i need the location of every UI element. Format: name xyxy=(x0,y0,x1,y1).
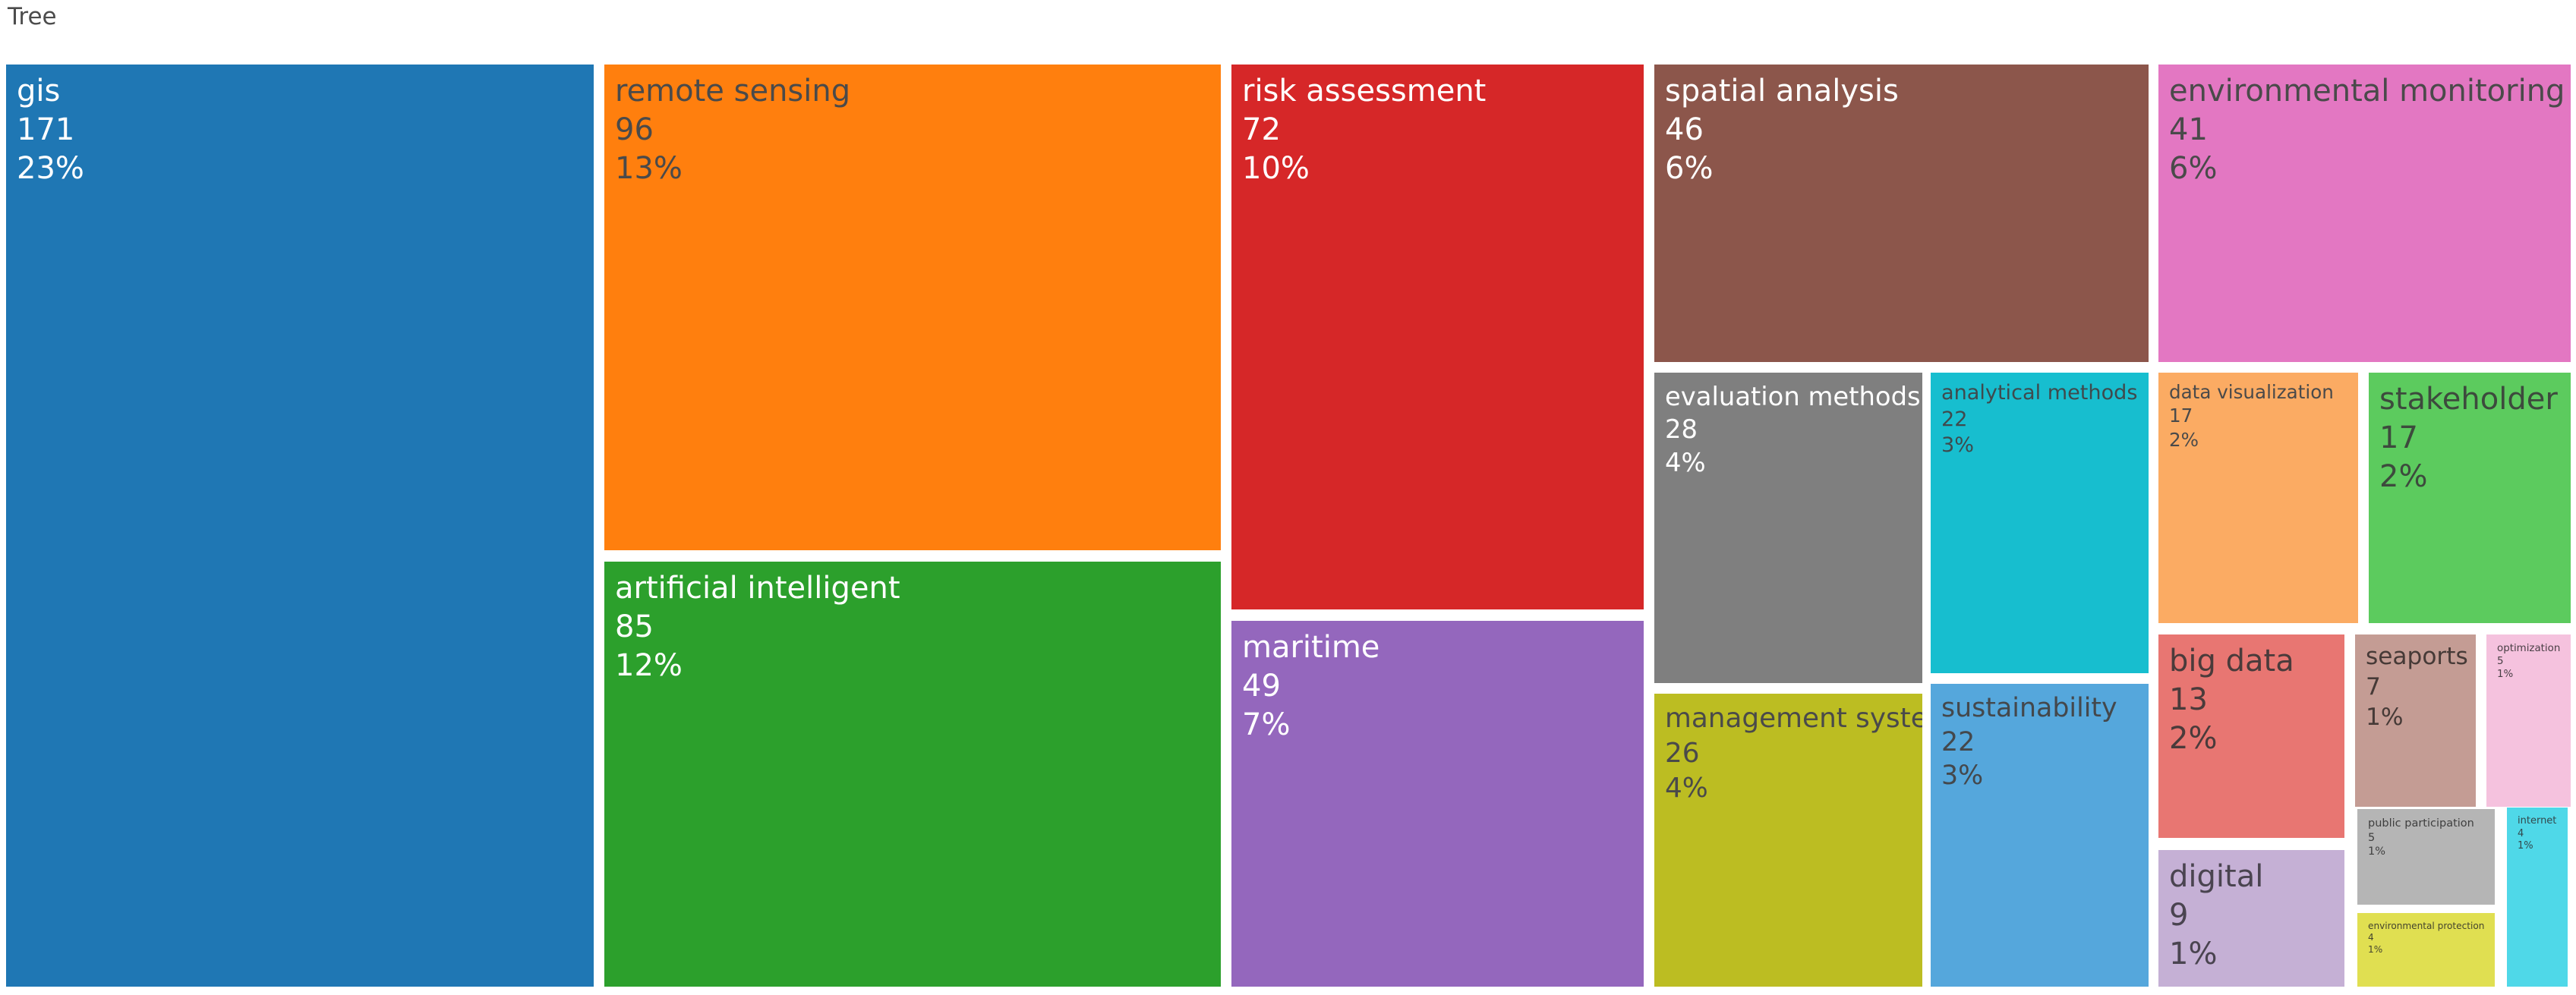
treemap-tile-evaluation-methods[interactable]: evaluation methods 28 4% xyxy=(1654,373,1922,683)
treemap-tile-gis[interactable]: gis 171 23% xyxy=(6,65,594,987)
tile-value: 85 xyxy=(615,609,654,645)
tile-value: 4 xyxy=(2368,932,2374,943)
tile-percent: 2% xyxy=(2169,428,2199,451)
tile-percent: 1% xyxy=(2518,840,2533,852)
treemap-tile-artificial-intelligent[interactable]: artificial intelligent 85 12% xyxy=(604,562,1221,987)
tile-percent: 6% xyxy=(2169,151,2218,187)
treemap-tile-big-data[interactable]: big data 13 2% xyxy=(2158,634,2344,838)
tile-percent: 4% xyxy=(1665,447,1706,477)
tile-percent: 1% xyxy=(2368,845,2386,858)
tile-value: 17 xyxy=(2379,420,2418,456)
treemap-tile-data-visualization[interactable]: data visualization 17 2% xyxy=(2158,373,2358,623)
tile-label: analytical methods xyxy=(1941,381,2138,405)
tile-label: environmental monitoring xyxy=(2169,74,2565,109)
tile-value: 13 xyxy=(2169,682,2208,718)
treemap-tile-spatial-analysis[interactable]: spatial analysis 46 6% xyxy=(1654,65,2149,362)
tile-value: 22 xyxy=(1941,407,1968,431)
tile-percent: 12% xyxy=(615,648,683,684)
tile-value: 72 xyxy=(1242,112,1281,148)
tile-value: 41 xyxy=(2169,112,2208,148)
tile-percent: 4% xyxy=(1665,772,1708,804)
tile-percent: 3% xyxy=(1941,433,1974,458)
tile-label: seaports xyxy=(2366,643,2468,670)
tile-value: 9 xyxy=(2169,898,2189,934)
tile-label: environmental protection xyxy=(2368,921,2485,931)
tile-label: artificial intelligent xyxy=(615,571,900,606)
treemap-tile-optimization[interactable]: optimization 5 1% xyxy=(2486,634,2571,807)
tile-value: 28 xyxy=(1665,414,1698,445)
tile-value: 7 xyxy=(2366,672,2381,701)
treemap-tile-remote-sensing[interactable]: remote sensing 96 13% xyxy=(604,65,1221,550)
tile-label: stakeholder xyxy=(2379,382,2558,417)
tile-value: 17 xyxy=(2169,405,2193,427)
tile-label: maritime xyxy=(1242,630,1380,665)
tile-value: 46 xyxy=(1665,112,1704,148)
tile-label: public participation xyxy=(2368,817,2474,830)
tile-percent: 1% xyxy=(2497,669,2514,681)
tile-value: 5 xyxy=(2497,656,2504,668)
tile-value: 49 xyxy=(1242,669,1281,704)
tile-percent: 2% xyxy=(2169,721,2218,757)
tile-percent: 1% xyxy=(2366,703,2404,731)
tile-value: 96 xyxy=(615,112,654,148)
tile-percent: 10% xyxy=(1242,151,1310,187)
tile-label: optimization xyxy=(2497,643,2561,654)
treemap-tile-maritime[interactable]: maritime 49 7% xyxy=(1231,621,1644,987)
tile-label: management system xyxy=(1665,703,1922,734)
tile-value: 22 xyxy=(1941,726,1975,757)
treemap-tile-environmental-monitoring[interactable]: environmental monitoring 41 6% xyxy=(2158,65,2571,362)
treemap-tile-risk-assessment[interactable]: risk assessment 72 10% xyxy=(1231,65,1644,609)
tile-value: 26 xyxy=(1665,737,1700,769)
tile-label: risk assessment xyxy=(1242,74,1487,109)
treemap-tile-sustainability[interactable]: sustainability 22 3% xyxy=(1931,684,2149,987)
tile-label: digital xyxy=(2169,859,2264,894)
treemap-tile-public-participation[interactable]: public participation 5 1% xyxy=(2357,809,2495,905)
tile-percent: 23% xyxy=(17,151,84,187)
treemap-tile-seaports[interactable]: seaports 7 1% xyxy=(2355,634,2476,807)
tile-label: data visualization xyxy=(2169,381,2334,403)
tile-percent: 1% xyxy=(2368,943,2383,955)
tile-value: 171 xyxy=(17,112,75,148)
tile-percent: 2% xyxy=(2379,459,2428,495)
tile-label: evaluation methods xyxy=(1665,382,1921,411)
tile-label: remote sensing xyxy=(615,74,851,109)
treemap-tile-analytical-methods[interactable]: analytical methods 22 3% xyxy=(1931,373,2149,673)
tile-value: 5 xyxy=(2368,831,2376,844)
tile-label: internet xyxy=(2518,815,2557,827)
tile-value: 4 xyxy=(2518,827,2524,839)
tile-label: sustainability xyxy=(1941,693,2117,723)
tile-percent: 3% xyxy=(1941,760,1984,792)
treemap-tile-environmental-protection[interactable]: environmental protection 4 1% xyxy=(2357,913,2495,987)
tile-percent: 13% xyxy=(615,151,683,187)
chart-title: Tree xyxy=(8,3,57,30)
treemap-tile-internet[interactable]: internet 4 1% xyxy=(2507,808,2568,987)
tile-percent: 7% xyxy=(1242,707,1291,743)
tile-label: spatial analysis xyxy=(1665,74,1899,109)
treemap-tile-stakeholder[interactable]: stakeholder 17 2% xyxy=(2369,373,2571,623)
tile-percent: 1% xyxy=(2169,937,2218,972)
treemap-tile-digital[interactable]: digital 9 1% xyxy=(2158,850,2344,987)
tile-label: gis xyxy=(17,74,61,109)
treemap-tile-management-system[interactable]: management system264% xyxy=(1654,694,1922,987)
tile-percent: 6% xyxy=(1665,151,1714,187)
tile-label: big data xyxy=(2169,644,2294,679)
